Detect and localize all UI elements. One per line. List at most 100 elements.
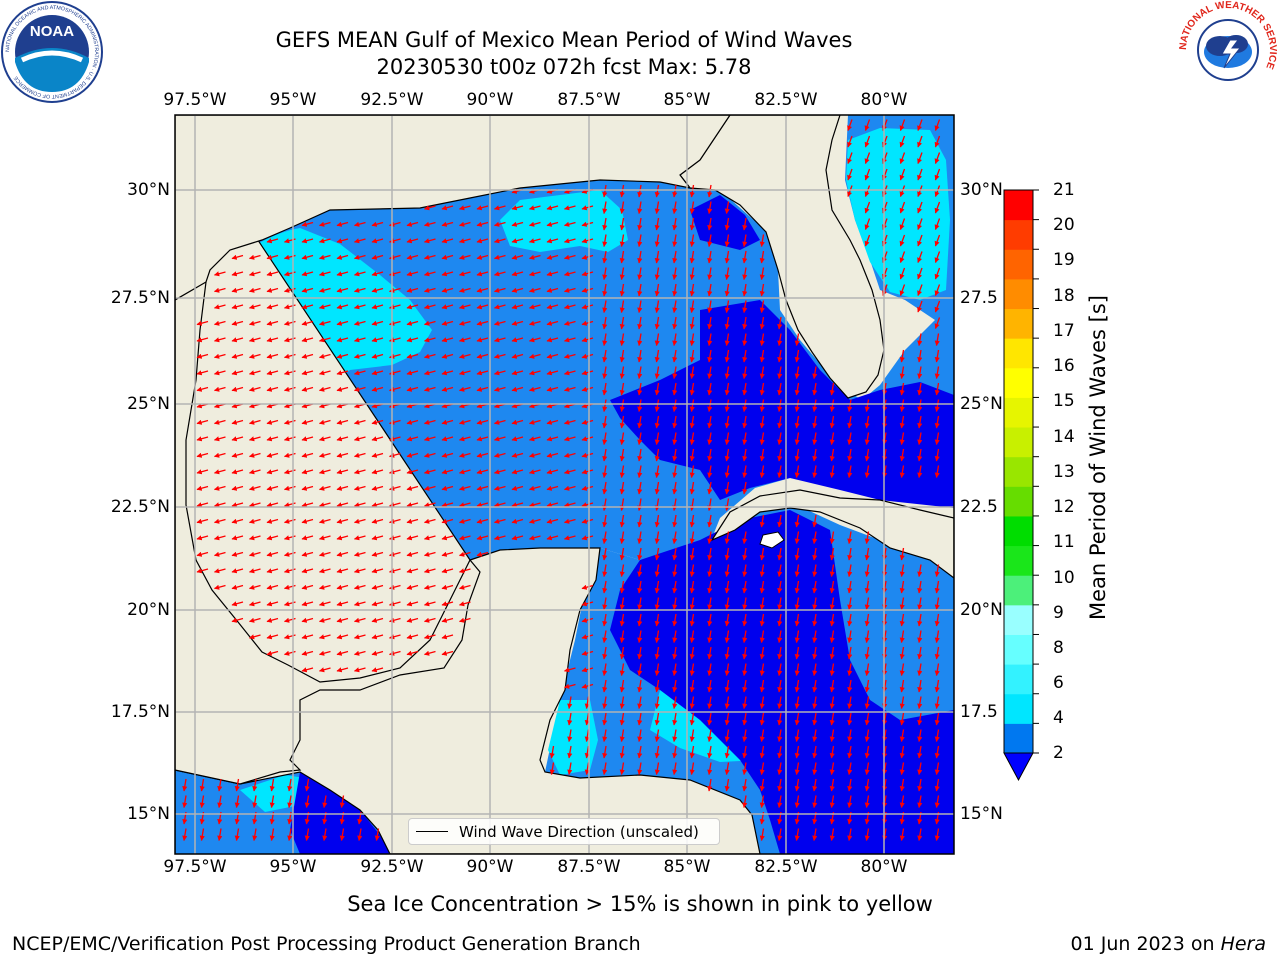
wind-wave-arrow — [899, 284, 906, 296]
wind-wave-arrow — [794, 514, 800, 528]
wind-wave-arrow — [934, 399, 940, 413]
wind-wave-arrow — [619, 481, 625, 495]
wind-wave-arrow — [546, 436, 559, 442]
wind-wave-arrow — [689, 415, 695, 429]
wind-wave-arrow — [847, 135, 853, 148]
wind-wave-arrow — [934, 597, 940, 611]
wind-wave-arrow — [602, 415, 608, 429]
wind-wave-arrow — [812, 630, 818, 644]
wind-wave-arrow — [511, 370, 524, 376]
wind-wave-arrow — [847, 613, 853, 627]
colorbar — [1003, 189, 1039, 782]
wind-wave-arrow — [602, 613, 608, 627]
wind-wave-arrow — [458, 386, 471, 392]
wind-wave-arrow — [794, 432, 800, 446]
wind-wave-arrow — [724, 201, 730, 215]
wind-wave-arrow — [371, 634, 384, 640]
wind-wave-arrow — [864, 119, 871, 131]
wind-wave-arrow — [672, 432, 678, 446]
wind-wave-arrow — [441, 485, 454, 491]
wind-wave-arrow — [528, 320, 541, 326]
wind-wave-arrow — [759, 514, 765, 528]
wind-wave-arrow — [248, 634, 261, 640]
wind-wave-arrow — [248, 419, 261, 425]
wind-wave-arrow — [581, 419, 594, 425]
wind-wave-arrow — [707, 498, 713, 512]
wind-wave-arrow — [196, 485, 209, 491]
wind-wave-arrow — [672, 597, 678, 611]
wind-wave-arrow — [864, 564, 870, 578]
colorbar-tick: 16 — [1053, 356, 1075, 376]
wind-wave-arrow — [707, 366, 713, 380]
wind-wave-arrow — [336, 436, 349, 442]
wind-wave-arrow — [336, 601, 349, 607]
colorbar-segment — [1004, 249, 1033, 280]
wind-wave-arrow — [213, 502, 226, 508]
wind-wave-arrow — [213, 386, 226, 392]
wind-wave-arrow — [672, 184, 678, 198]
wind-wave-arrow — [353, 485, 366, 491]
wind-wave-arrow — [899, 366, 905, 380]
wind-wave-arrow — [248, 485, 261, 491]
wind-wave-arrow — [829, 382, 835, 396]
wind-wave-arrow — [353, 617, 366, 623]
wind-wave-arrow — [742, 580, 748, 594]
wind-wave-arrow — [689, 267, 695, 281]
wind-wave-arrow — [231, 353, 244, 359]
wind-wave-arrow — [213, 320, 226, 326]
wind-wave-arrow — [493, 221, 506, 227]
wind-wave-arrow — [934, 564, 940, 578]
wind-wave-arrow — [777, 448, 783, 462]
wind-wave-arrow — [777, 613, 783, 627]
wind-wave-arrow — [511, 304, 524, 310]
nws-logo: NATIONAL WEATHER SERVICE — [1178, 0, 1278, 98]
wind-wave-arrow — [353, 304, 366, 310]
wind-wave-arrow — [654, 300, 660, 314]
wind-wave-arrow — [546, 337, 559, 343]
wind-wave-arrow — [318, 287, 331, 293]
wind-wave-arrow — [458, 452, 471, 458]
lat-label-left: 27.5°N — [110, 288, 170, 308]
wind-wave-arrow — [672, 465, 678, 479]
wind-wave-arrow — [619, 201, 625, 215]
wind-wave-arrow — [812, 366, 818, 380]
wind-wave-arrow — [917, 135, 923, 148]
footer-host: Hera — [1220, 933, 1266, 955]
wind-wave-arrow — [231, 370, 244, 376]
wind-wave-arrow — [563, 485, 576, 491]
wind-wave-arrow — [371, 436, 384, 442]
wind-wave-arrow — [602, 481, 608, 495]
wind-wave-arrow — [934, 349, 940, 363]
colorbar-segment — [1004, 308, 1033, 339]
wind-wave-arrow — [637, 448, 643, 462]
wind-wave-arrow — [724, 613, 730, 627]
wind-wave-arrow — [672, 300, 678, 314]
us-gulf-coast-land — [175, 115, 731, 301]
wind-wave-arrow — [371, 254, 384, 260]
wind-wave-arrow — [476, 452, 489, 458]
wind-wave-arrow — [619, 184, 625, 198]
wind-wave-arrow — [441, 601, 454, 607]
lat-label-right: 27.5 — [960, 288, 998, 308]
wind-wave-arrow — [759, 267, 765, 281]
wind-wave-arrow — [777, 432, 783, 446]
wind-wave-arrow — [637, 481, 643, 495]
lat-label-left: 20°N — [127, 600, 170, 620]
wind-wave-arrow — [917, 465, 923, 479]
wind-wave-arrow — [581, 287, 594, 293]
wind-wave-arrow — [301, 535, 314, 541]
wind-wave-arrow — [794, 531, 800, 545]
wind-wave-arrow — [672, 481, 678, 495]
wind-wave-arrow — [493, 271, 506, 277]
wind-wave-arrow — [707, 349, 713, 363]
wind-wave-arrow — [724, 217, 730, 231]
chart-subtitle: 20230530 t00z 072h fcst Max: 5.78 — [376, 55, 752, 79]
wind-wave-arrow — [248, 304, 261, 310]
wind-wave-arrow — [759, 547, 765, 561]
wind-wave-arrow — [248, 617, 261, 623]
wind-wave-arrow — [458, 205, 471, 211]
wind-wave-arrow — [406, 502, 419, 508]
wind-wave-arrow — [213, 337, 226, 343]
wind-wave-arrow — [196, 320, 209, 326]
